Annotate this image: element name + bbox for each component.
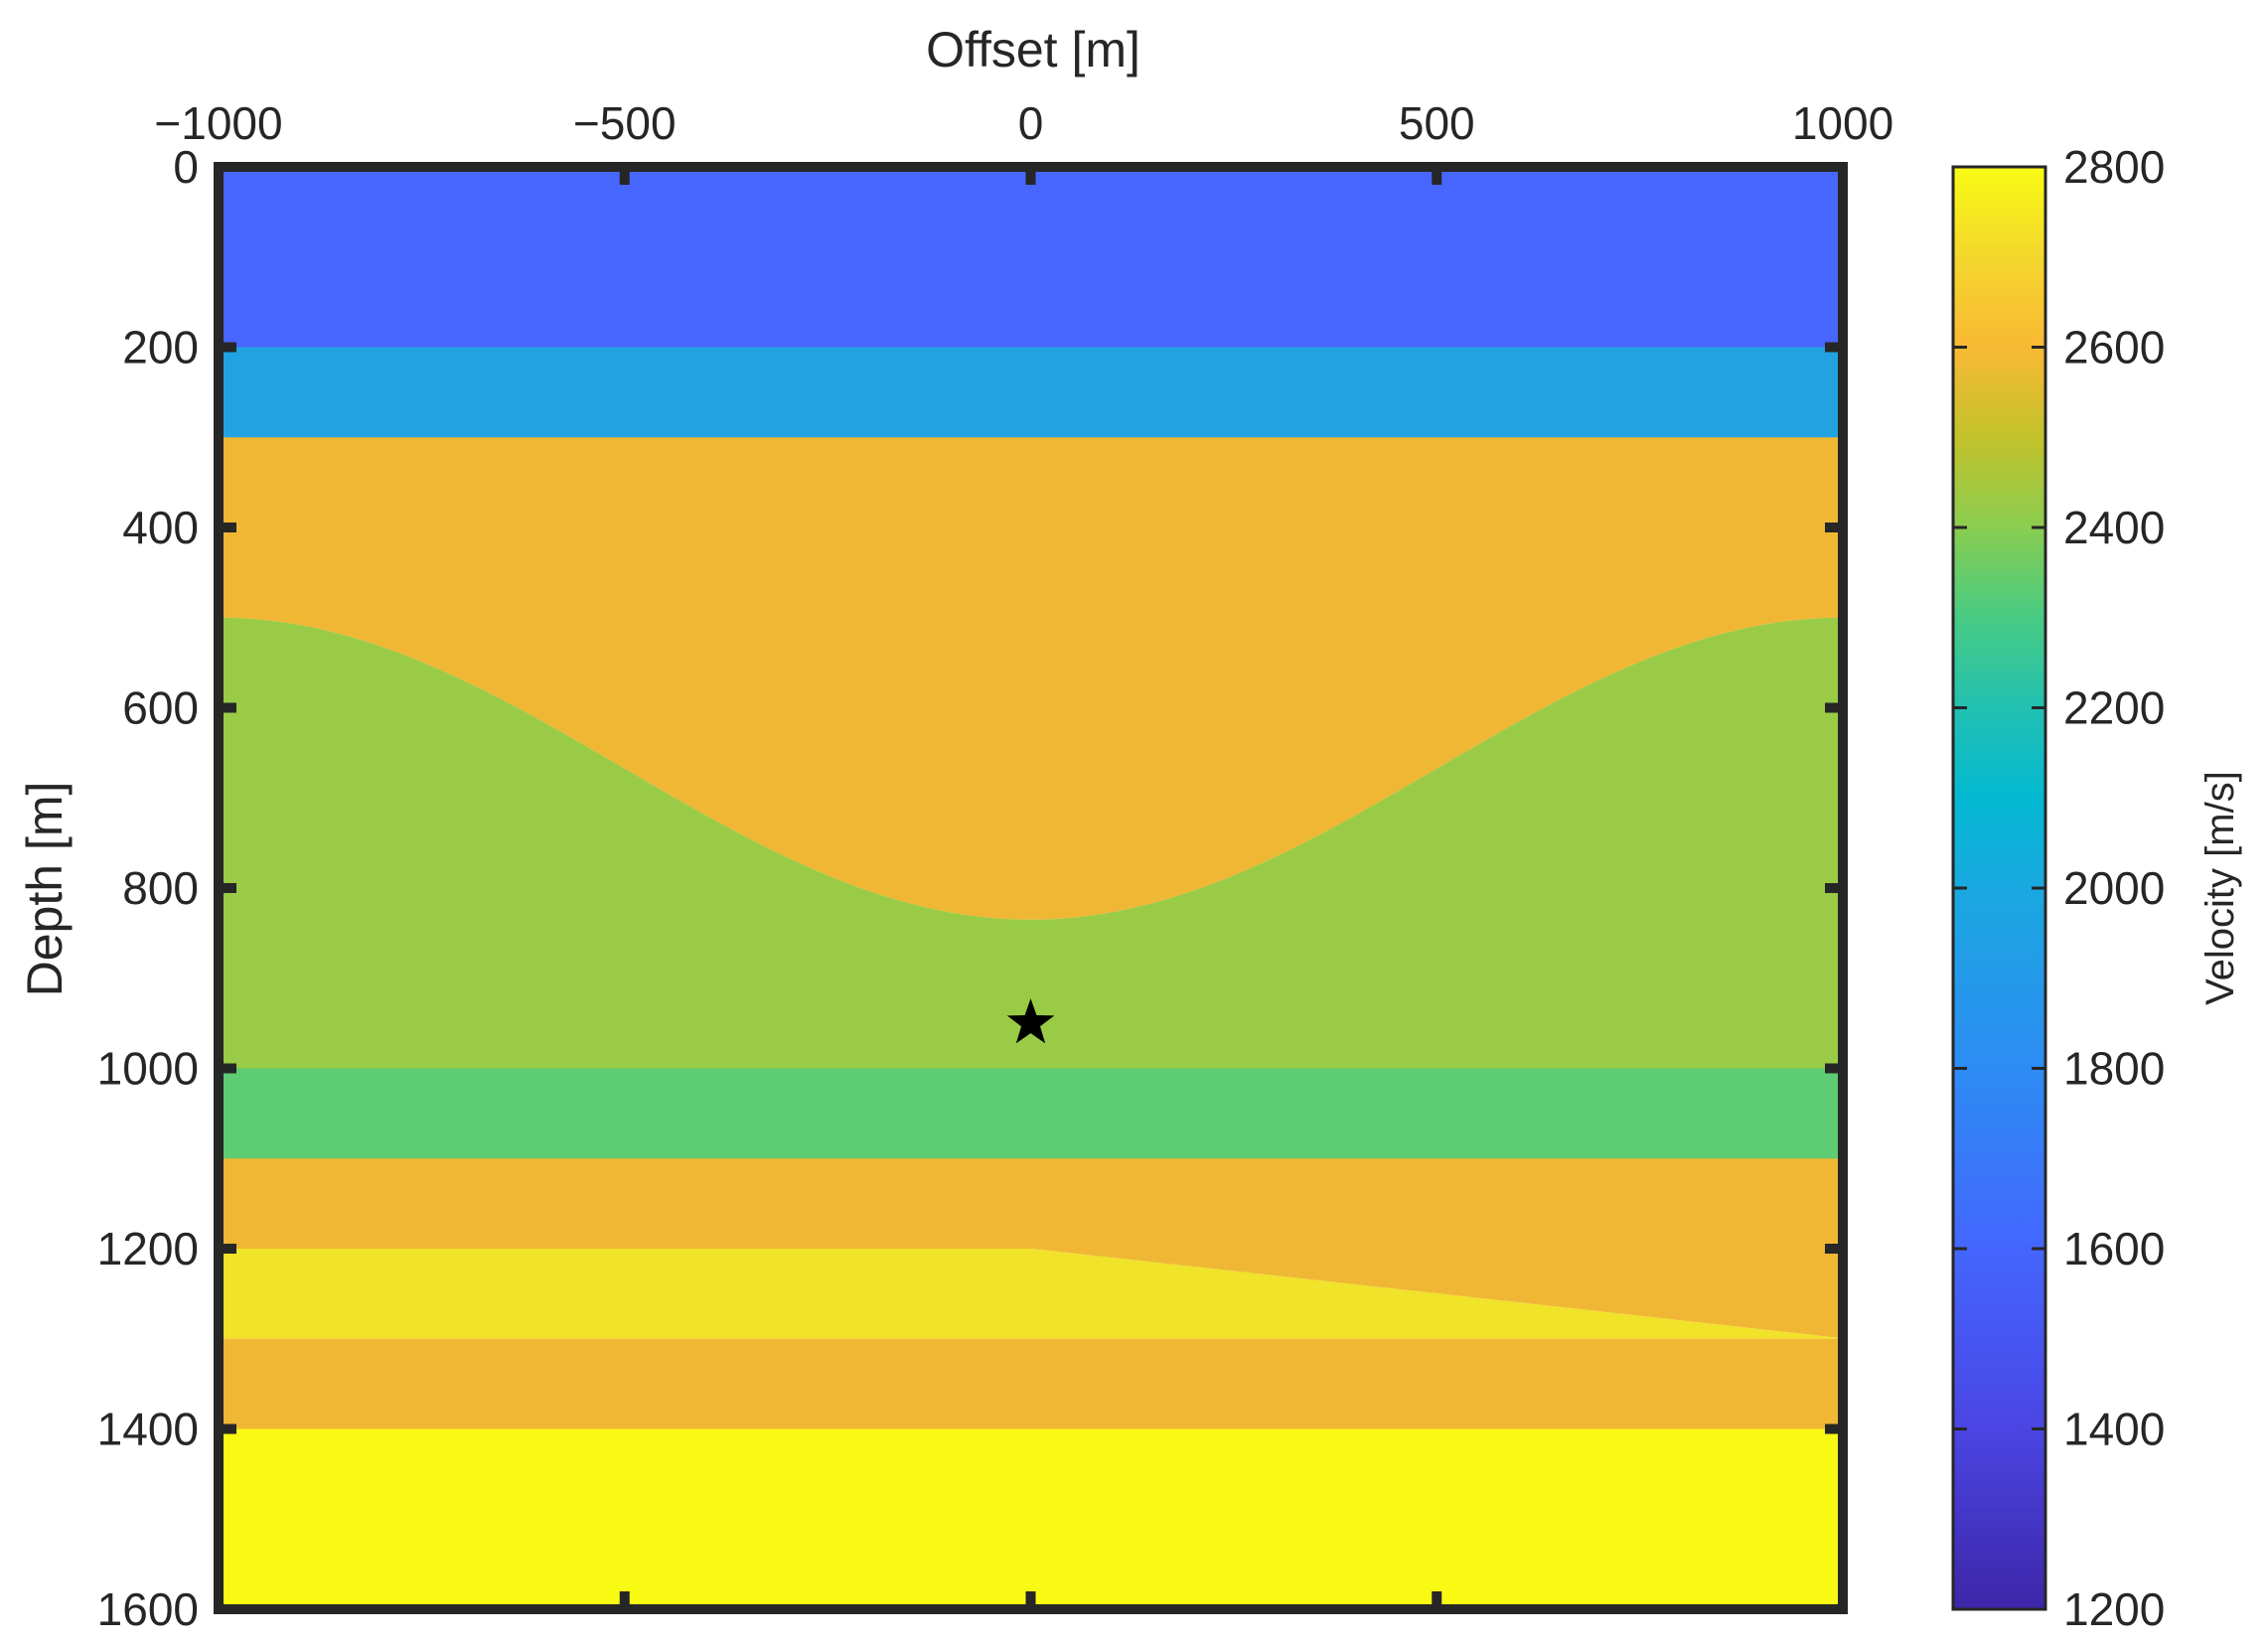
- layer-2600-middle: [219, 1158, 1843, 1339]
- x-tick-label: 500: [1399, 97, 1475, 149]
- layer-1500: [219, 167, 1843, 348]
- x-tick-label: −1000: [154, 97, 282, 149]
- y-tick-label: 200: [122, 322, 199, 374]
- y-tick-label: 400: [122, 502, 199, 553]
- y-tick-label: 1400: [97, 1404, 199, 1455]
- source-star: [1006, 998, 1055, 1044]
- layer-2600-lower: [219, 1338, 1843, 1429]
- y-tick-label: 1200: [97, 1223, 199, 1274]
- layer-2200: [219, 1068, 1843, 1159]
- y-tick-label: 600: [122, 682, 199, 734]
- layer-2700-wedge: [219, 1249, 1843, 1339]
- x-tick-label: 0: [1018, 97, 1044, 149]
- x-tick-label: 1000: [1792, 97, 1893, 149]
- y-axis-label: Depth [m]: [17, 782, 73, 997]
- velocity-layers: [219, 167, 1843, 1609]
- layer-2300: [219, 617, 1843, 1069]
- colorbar-ticks: [1953, 165, 2045, 1611]
- y-tick-label: 1000: [97, 1043, 199, 1095]
- x-tick-labels: −1000 −500 0 500 1000: [154, 97, 1893, 149]
- axis-ticks: [214, 162, 1848, 1614]
- y-tick-label: 1600: [97, 1583, 199, 1635]
- y-tick-label: 800: [122, 862, 199, 914]
- colorbar-tick-label: 1600: [2063, 1223, 2165, 1274]
- x-axis-label: Offset [m]: [926, 22, 1140, 77]
- colorbar-tick-label: 2800: [2063, 141, 2165, 193]
- y-tick-label: 0: [173, 141, 199, 193]
- y-tick-labels: 0 200 400 600 800 1000 1200 1400 1600: [97, 141, 199, 1635]
- colorbar-tick-label: 1800: [2063, 1043, 2165, 1095]
- layer-2800: [219, 1428, 1843, 1609]
- colorbar-tick-labels: 1200 1400 1600 1800 2000 2200 2400 2600 …: [2063, 141, 2165, 1635]
- colorbar-label: Velocity [m/s]: [2198, 771, 2242, 1005]
- colorbar-tick-label: 1400: [2063, 1404, 2165, 1455]
- colorbar-tick-label: 2000: [2063, 862, 2165, 914]
- source-star-marker: [1006, 998, 1055, 1044]
- colorbar-gradient: [1951, 165, 2047, 1611]
- colorbar-tick-label: 2600: [2063, 322, 2165, 374]
- colorbar: 1200 1400 1600 1800 2000 2200 2400 2600 …: [1951, 141, 2242, 1635]
- x-tick-label: −500: [573, 97, 677, 149]
- layer-2600-upper: [219, 437, 1843, 920]
- colorbar-tick-label: 1200: [2063, 1583, 2165, 1635]
- layer-1800: [219, 347, 1843, 438]
- colorbar-tick-label: 2200: [2063, 682, 2165, 734]
- colorbar-tick-label: 2400: [2063, 502, 2165, 553]
